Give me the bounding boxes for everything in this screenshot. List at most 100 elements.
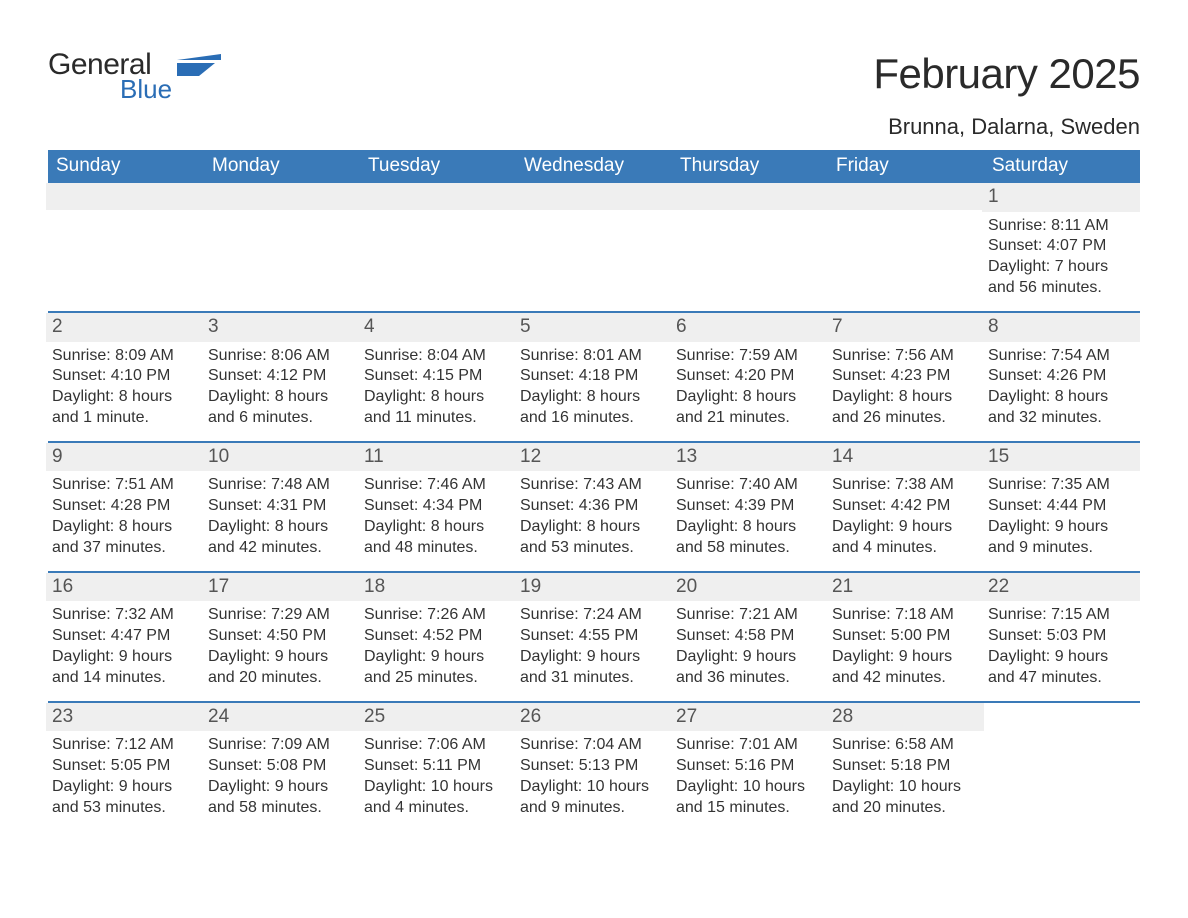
sunset: Sunset: 4:15 PM (364, 366, 510, 387)
day-number: 8 (982, 313, 1140, 342)
day-header: Wednesday (516, 150, 672, 183)
day-number: 19 (514, 573, 672, 602)
daylight: Daylight: 8 hours and 58 minutes. (676, 517, 822, 559)
day-cell: 10Sunrise: 7:48 AMSunset: 4:31 PMDayligh… (204, 443, 360, 571)
day-number (514, 183, 672, 210)
day-number: 13 (670, 443, 828, 472)
day-cell: 18 Sunrise: 7:26 AMSunset: 4:52 PMDayligh… (360, 573, 516, 701)
day-number: 16 (46, 573, 204, 602)
sunrise: Sunrise: 7:06 AM (364, 735, 510, 756)
day-lines: Sunrise: 7:01 AMSunset: 5:16 PMDaylight:… (672, 735, 822, 818)
sunset: Sunset: 5:11 PM (364, 756, 510, 777)
sunrise: Sunrise: 7:43 AM (520, 475, 666, 496)
daylight: Daylight: 9 hours and 36 minutes. (676, 647, 822, 689)
day-number: 2 (46, 313, 204, 342)
sunset: Sunset: 5:08 PM (208, 756, 354, 777)
day-number: 3 (202, 313, 360, 342)
day-lines: Sunrise: 7:56 AMSunset: 4:23 PMDaylight:… (828, 346, 978, 429)
weeks-container: 1Sunrise: 8:11 AMSunset: 4:07 PMDaylight… (48, 183, 1140, 830)
daylight: Daylight: 8 hours and 6 minutes. (208, 387, 354, 429)
daylight: Daylight: 10 hours and 4 minutes. (364, 777, 510, 819)
day-number: 4 (358, 313, 516, 342)
day-number: 6 (670, 313, 828, 342)
daylight: Daylight: 8 hours and 32 minutes. (988, 387, 1134, 429)
day-lines: Sunrise: 7:12 AMSunset: 5:05 PMDaylight:… (48, 735, 198, 818)
sunset: Sunset: 4:07 PM (988, 236, 1134, 257)
day-lines: Sunrise: 7:38 AMSunset: 4:42 PMDaylight:… (828, 475, 978, 558)
sunrise: Sunrise: 7:01 AM (676, 735, 822, 756)
day-lines: Sunrise: 7:51 AMSunset: 4:28 PMDaylight:… (48, 475, 198, 558)
sunset: Sunset: 4:20 PM (676, 366, 822, 387)
day-number: 15 (982, 443, 1140, 472)
day-number (358, 183, 516, 210)
sunset: Sunset: 4:10 PM (52, 366, 198, 387)
daylight: Daylight: 8 hours and 1 minute. (52, 387, 198, 429)
day-cell: 19Sunrise: 7:24 AMSunset: 4:55 PMDayligh… (516, 573, 672, 701)
sunset: Sunset: 4:52 PM (364, 626, 510, 647)
day-number (202, 183, 360, 210)
day-cell: 12Sunrise: 7:43 AMSunset: 4:36 PMDayligh… (516, 443, 672, 571)
daylight: Daylight: 8 hours and 53 minutes. (520, 517, 666, 559)
daylight: Daylight: 8 hours and 11 minutes. (364, 387, 510, 429)
day-header: Tuesday (360, 150, 516, 183)
header: General Blue February 2025 Brunna, Dalar… (48, 50, 1140, 140)
title-block: February 2025 Brunna, Dalarna, Sweden (873, 50, 1140, 140)
daylight: Daylight: 10 hours and 9 minutes. (520, 777, 666, 819)
sunset: Sunset: 4:23 PM (832, 366, 978, 387)
day-number: 20 (670, 573, 828, 602)
day-lines: Sunrise: 7:35 AMSunset: 4:44 PMDaylight:… (984, 475, 1134, 558)
logo: General Blue (48, 50, 225, 102)
day-number: 14 (826, 443, 984, 472)
day-lines: Sunrise: 8:01 AMSunset: 4:18 PMDaylight:… (516, 346, 666, 429)
sunrise: Sunrise: 7:26 AM (364, 605, 510, 626)
day-number: 1 (982, 183, 1140, 212)
sunset: Sunset: 5:05 PM (52, 756, 198, 777)
daylight: Daylight: 9 hours and 42 minutes. (832, 647, 978, 689)
sunset: Sunset: 5:16 PM (676, 756, 822, 777)
week-row: 9Sunrise: 7:51 AMSunset: 4:28 PMDaylight… (48, 441, 1140, 571)
sunrise: Sunrise: 6:58 AM (832, 735, 978, 756)
sunrise: Sunrise: 7:46 AM (364, 475, 510, 496)
day-lines: Sunrise: 7:26 AMSunset: 4:52 PMDaylight:… (360, 605, 510, 688)
sunrise: Sunrise: 8:06 AM (208, 346, 354, 367)
daylight: Daylight: 8 hours and 16 minutes. (520, 387, 666, 429)
sunset: Sunset: 4:58 PM (676, 626, 822, 647)
sunset: Sunset: 4:12 PM (208, 366, 354, 387)
day-lines: Sunrise: 7:29 AMSunset: 4:50 PMDaylight:… (204, 605, 354, 688)
daylight: Daylight: 9 hours and 20 minutes. (208, 647, 354, 689)
sunrise: Sunrise: 7:09 AM (208, 735, 354, 756)
day-number: 17 (202, 573, 360, 602)
sunrise: Sunrise: 7:59 AM (676, 346, 822, 367)
day-number: 18 (358, 573, 516, 602)
day-lines: Sunrise: 7:40 AMSunset: 4:39 PMDaylight:… (672, 475, 822, 558)
day-lines: Sunrise: 7:06 AMSunset: 5:11 PMDaylight:… (360, 735, 510, 818)
sunset: Sunset: 4:26 PM (988, 366, 1134, 387)
day-number: 26 (514, 703, 672, 732)
sunrise: Sunrise: 7:18 AM (832, 605, 978, 626)
daylight: Daylight: 9 hours and 25 minutes. (364, 647, 510, 689)
day-cell: 17 Sunrise: 7:29 AMSunset: 4:50 PMDayligh… (204, 573, 360, 701)
daylight: Daylight: 8 hours and 42 minutes. (208, 517, 354, 559)
sunrise: Sunrise: 7:54 AM (988, 346, 1134, 367)
day-number: 5 (514, 313, 672, 342)
sunset: Sunset: 5:18 PM (832, 756, 978, 777)
daylight: Daylight: 8 hours and 26 minutes. (832, 387, 978, 429)
day-lines: Sunrise: 6:58 AMSunset: 5:18 PMDaylight:… (828, 735, 978, 818)
day-cell: 15 Sunrise: 7:35 AMSunset: 4:44 PMDayligh… (984, 443, 1140, 571)
day-cell: 13 Sunrise: 7:40 AMSunset: 4:39 PMDayligh… (672, 443, 828, 571)
day-cell (516, 183, 672, 311)
logo-blue: Blue (120, 76, 172, 102)
day-cell: 28Sunrise: 6:58 AMSunset: 5:18 PMDayligh… (828, 703, 984, 831)
sunrise: Sunrise: 7:24 AM (520, 605, 666, 626)
daylight: Daylight: 9 hours and 14 minutes. (52, 647, 198, 689)
daylight: Daylight: 9 hours and 53 minutes. (52, 777, 198, 819)
day-number: 27 (670, 703, 828, 732)
day-number: 24 (202, 703, 360, 732)
sunrise: Sunrise: 8:09 AM (52, 346, 198, 367)
month-title: February 2025 (873, 50, 1140, 98)
sunset: Sunset: 4:39 PM (676, 496, 822, 517)
sunset: Sunset: 4:50 PM (208, 626, 354, 647)
day-cell: 21Sunrise: 7:18 AMSunset: 5:00 PMDayligh… (828, 573, 984, 701)
day-cell: 6Sunrise: 7:59 AMSunset: 4:20 PMDaylight… (672, 313, 828, 441)
sunrise: Sunrise: 7:12 AM (52, 735, 198, 756)
